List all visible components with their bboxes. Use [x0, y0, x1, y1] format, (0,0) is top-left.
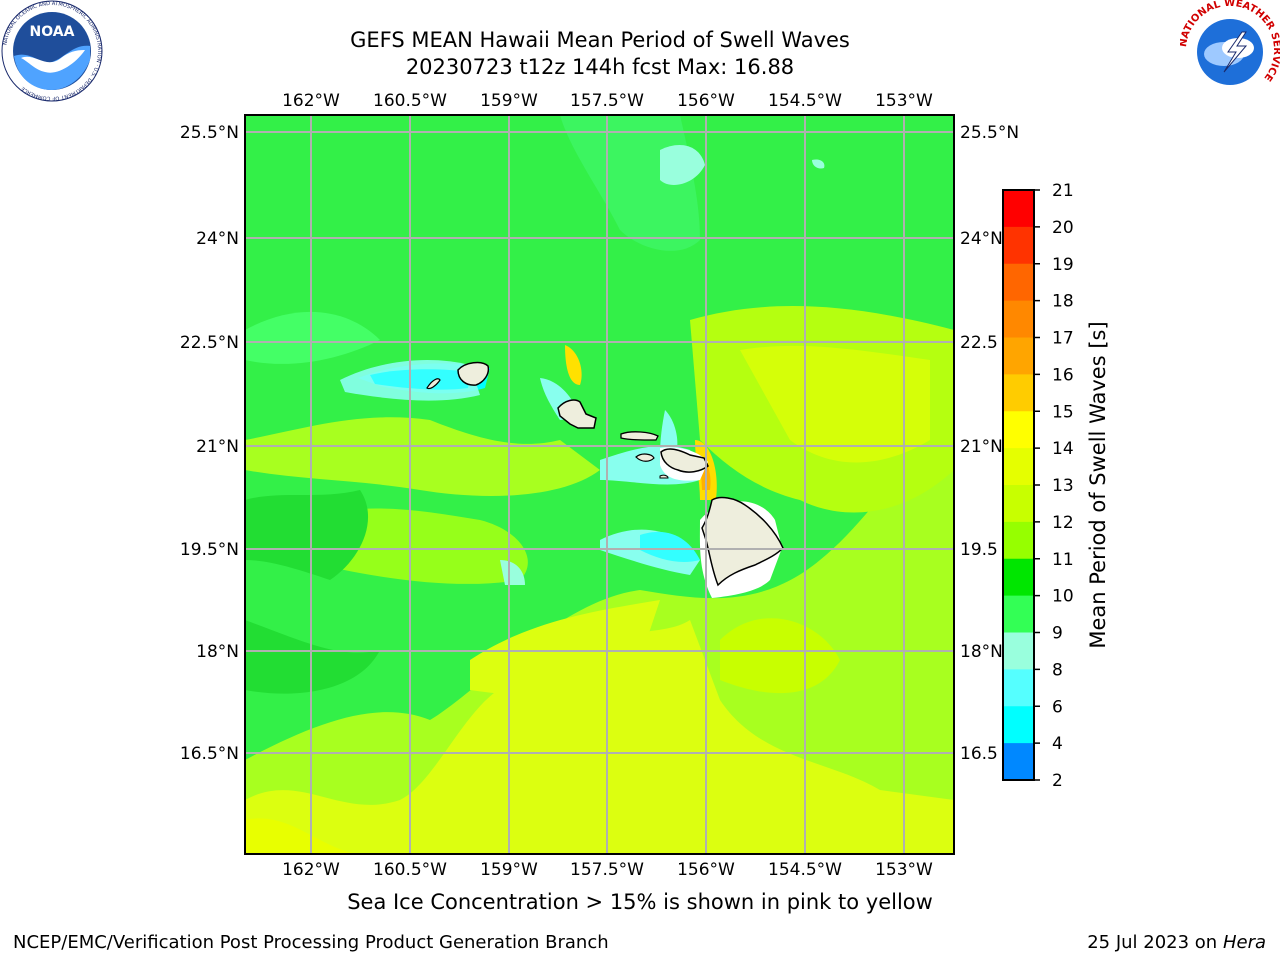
sea-ice-note: Sea Ice Concentration > 15% is shown in … — [347, 890, 933, 914]
colorbar-segment — [1003, 448, 1034, 486]
colorbar-segment — [1003, 632, 1034, 670]
noaa-logo: NATIONAL OCEANIC AND ATMOSPHERIC ADMINIS… — [1, 0, 103, 102]
colorbar-segment — [1003, 226, 1034, 265]
lat-label-right: 16.5 — [960, 744, 998, 764]
lat-label-right: 18°N — [960, 642, 1003, 662]
lon-label-bottom: 162°W — [282, 860, 340, 880]
colorbar-tick-label: 17 — [1052, 329, 1074, 349]
colorbar-tick-label: 18 — [1052, 292, 1074, 312]
colorbar-segment — [1003, 300, 1034, 338]
colorbar-segment — [1003, 521, 1034, 560]
lon-label-top: 156°W — [677, 91, 735, 111]
colorbar-tick-label: 12 — [1052, 513, 1074, 533]
lon-label-bottom: 159°W — [480, 860, 538, 880]
colorbar-tick-label: 2 — [1052, 771, 1063, 791]
footer-date: 25 Jul 2023 on Hera — [1087, 932, 1266, 953]
lon-label-top: 160.5°W — [373, 91, 447, 111]
lon-label-bottom: 153°W — [875, 860, 933, 880]
lat-label-left: 21°N — [196, 437, 239, 457]
colorbar-tick-label: 11 — [1052, 550, 1074, 570]
lon-label-top: 157.5°W — [570, 91, 644, 111]
lat-label-left: 22.5°N — [180, 333, 239, 353]
lon-label-top: 154.5°W — [768, 91, 842, 111]
colorbar-segment — [1003, 743, 1034, 781]
colorbar-segment — [1003, 374, 1034, 412]
colorbar-segment — [1003, 558, 1034, 597]
chart-title: GEFS MEAN Hawaii Mean Period of Swell Wa… — [350, 28, 850, 52]
map-frame — [244, 114, 955, 855]
lon-label-bottom: 160.5°W — [373, 860, 447, 880]
lon-label-top: 153°W — [875, 91, 933, 111]
colorbar-tick-label: 16 — [1052, 365, 1074, 385]
chart-subtitle: 20230723 t12z 144h fcst Max: 16.88 — [405, 55, 795, 79]
colorbar: 21 20 19 18 17 16 15 14 13 12 11 10 9 8 6 4 2 — [1002, 181, 1074, 791]
lat-label-left: 24°N — [196, 229, 239, 249]
colorbar-segment — [1003, 190, 1034, 228]
lat-label-right: 24°N — [960, 229, 1003, 249]
colorbar-segment — [1003, 411, 1034, 449]
colorbar-tick-label: 20 — [1052, 218, 1074, 238]
lon-label-top: 159°W — [480, 91, 538, 111]
colorbar-tick-label: 6 — [1052, 697, 1063, 717]
lat-label-left: 18°N — [196, 642, 239, 662]
lat-label-left: 16.5°N — [180, 744, 239, 764]
colorbar-tick-label: 9 — [1052, 624, 1063, 644]
footer-date-text: 25 Jul 2023 on — [1087, 932, 1223, 953]
lat-label-left: 25.5°N — [180, 123, 239, 143]
colorbar-segment — [1003, 669, 1034, 707]
colorbar-segment — [1003, 485, 1034, 523]
colorbar-segment — [1003, 337, 1034, 375]
lon-label-bottom: 156°W — [677, 860, 735, 880]
colorbar-segment — [1003, 706, 1034, 744]
colorbar-tick-label: 15 — [1052, 402, 1074, 422]
colorbar-tick-label: 4 — [1052, 734, 1063, 754]
footer-machine: Hera — [1222, 932, 1266, 953]
swell-period-field — [245, 115, 954, 854]
colorbar-tick-label: 21 — [1052, 181, 1074, 201]
graticule — [245, 115, 954, 854]
colorbar-tick-label: 13 — [1052, 476, 1074, 496]
colorbar-segment — [1003, 595, 1034, 633]
colorbar-tick-label: 19 — [1052, 255, 1074, 275]
colorbar-label: Mean Period of Swell Waves [s] — [1086, 321, 1110, 649]
noaa-wordmark: NOAA — [30, 24, 75, 40]
colorbar-tick-label: 8 — [1052, 660, 1063, 680]
lat-label-right: 19.5 — [960, 540, 998, 560]
lon-label-bottom: 154.5°W — [768, 860, 842, 880]
lon-label-top: 162°W — [282, 91, 340, 111]
lat-label-right: 21°N — [960, 437, 1003, 457]
colorbar-tick-label: 14 — [1052, 439, 1074, 459]
lat-label-left: 19.5°N — [180, 540, 239, 560]
lat-label-right: 25.5°N — [960, 123, 1019, 143]
nws-logo: NATIONAL WEATHER SERVICE — [1180, 0, 1280, 99]
lat-label-right: 22.5 — [960, 333, 998, 353]
colorbar-segment — [1003, 263, 1034, 302]
lon-label-bottom: 157.5°W — [570, 860, 644, 880]
footer-credit: NCEP/EMC/Verification Post Processing Pr… — [13, 932, 609, 953]
colorbar-tick-label: 10 — [1052, 587, 1074, 607]
